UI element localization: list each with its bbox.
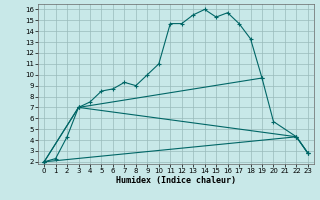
X-axis label: Humidex (Indice chaleur): Humidex (Indice chaleur) xyxy=(116,176,236,185)
